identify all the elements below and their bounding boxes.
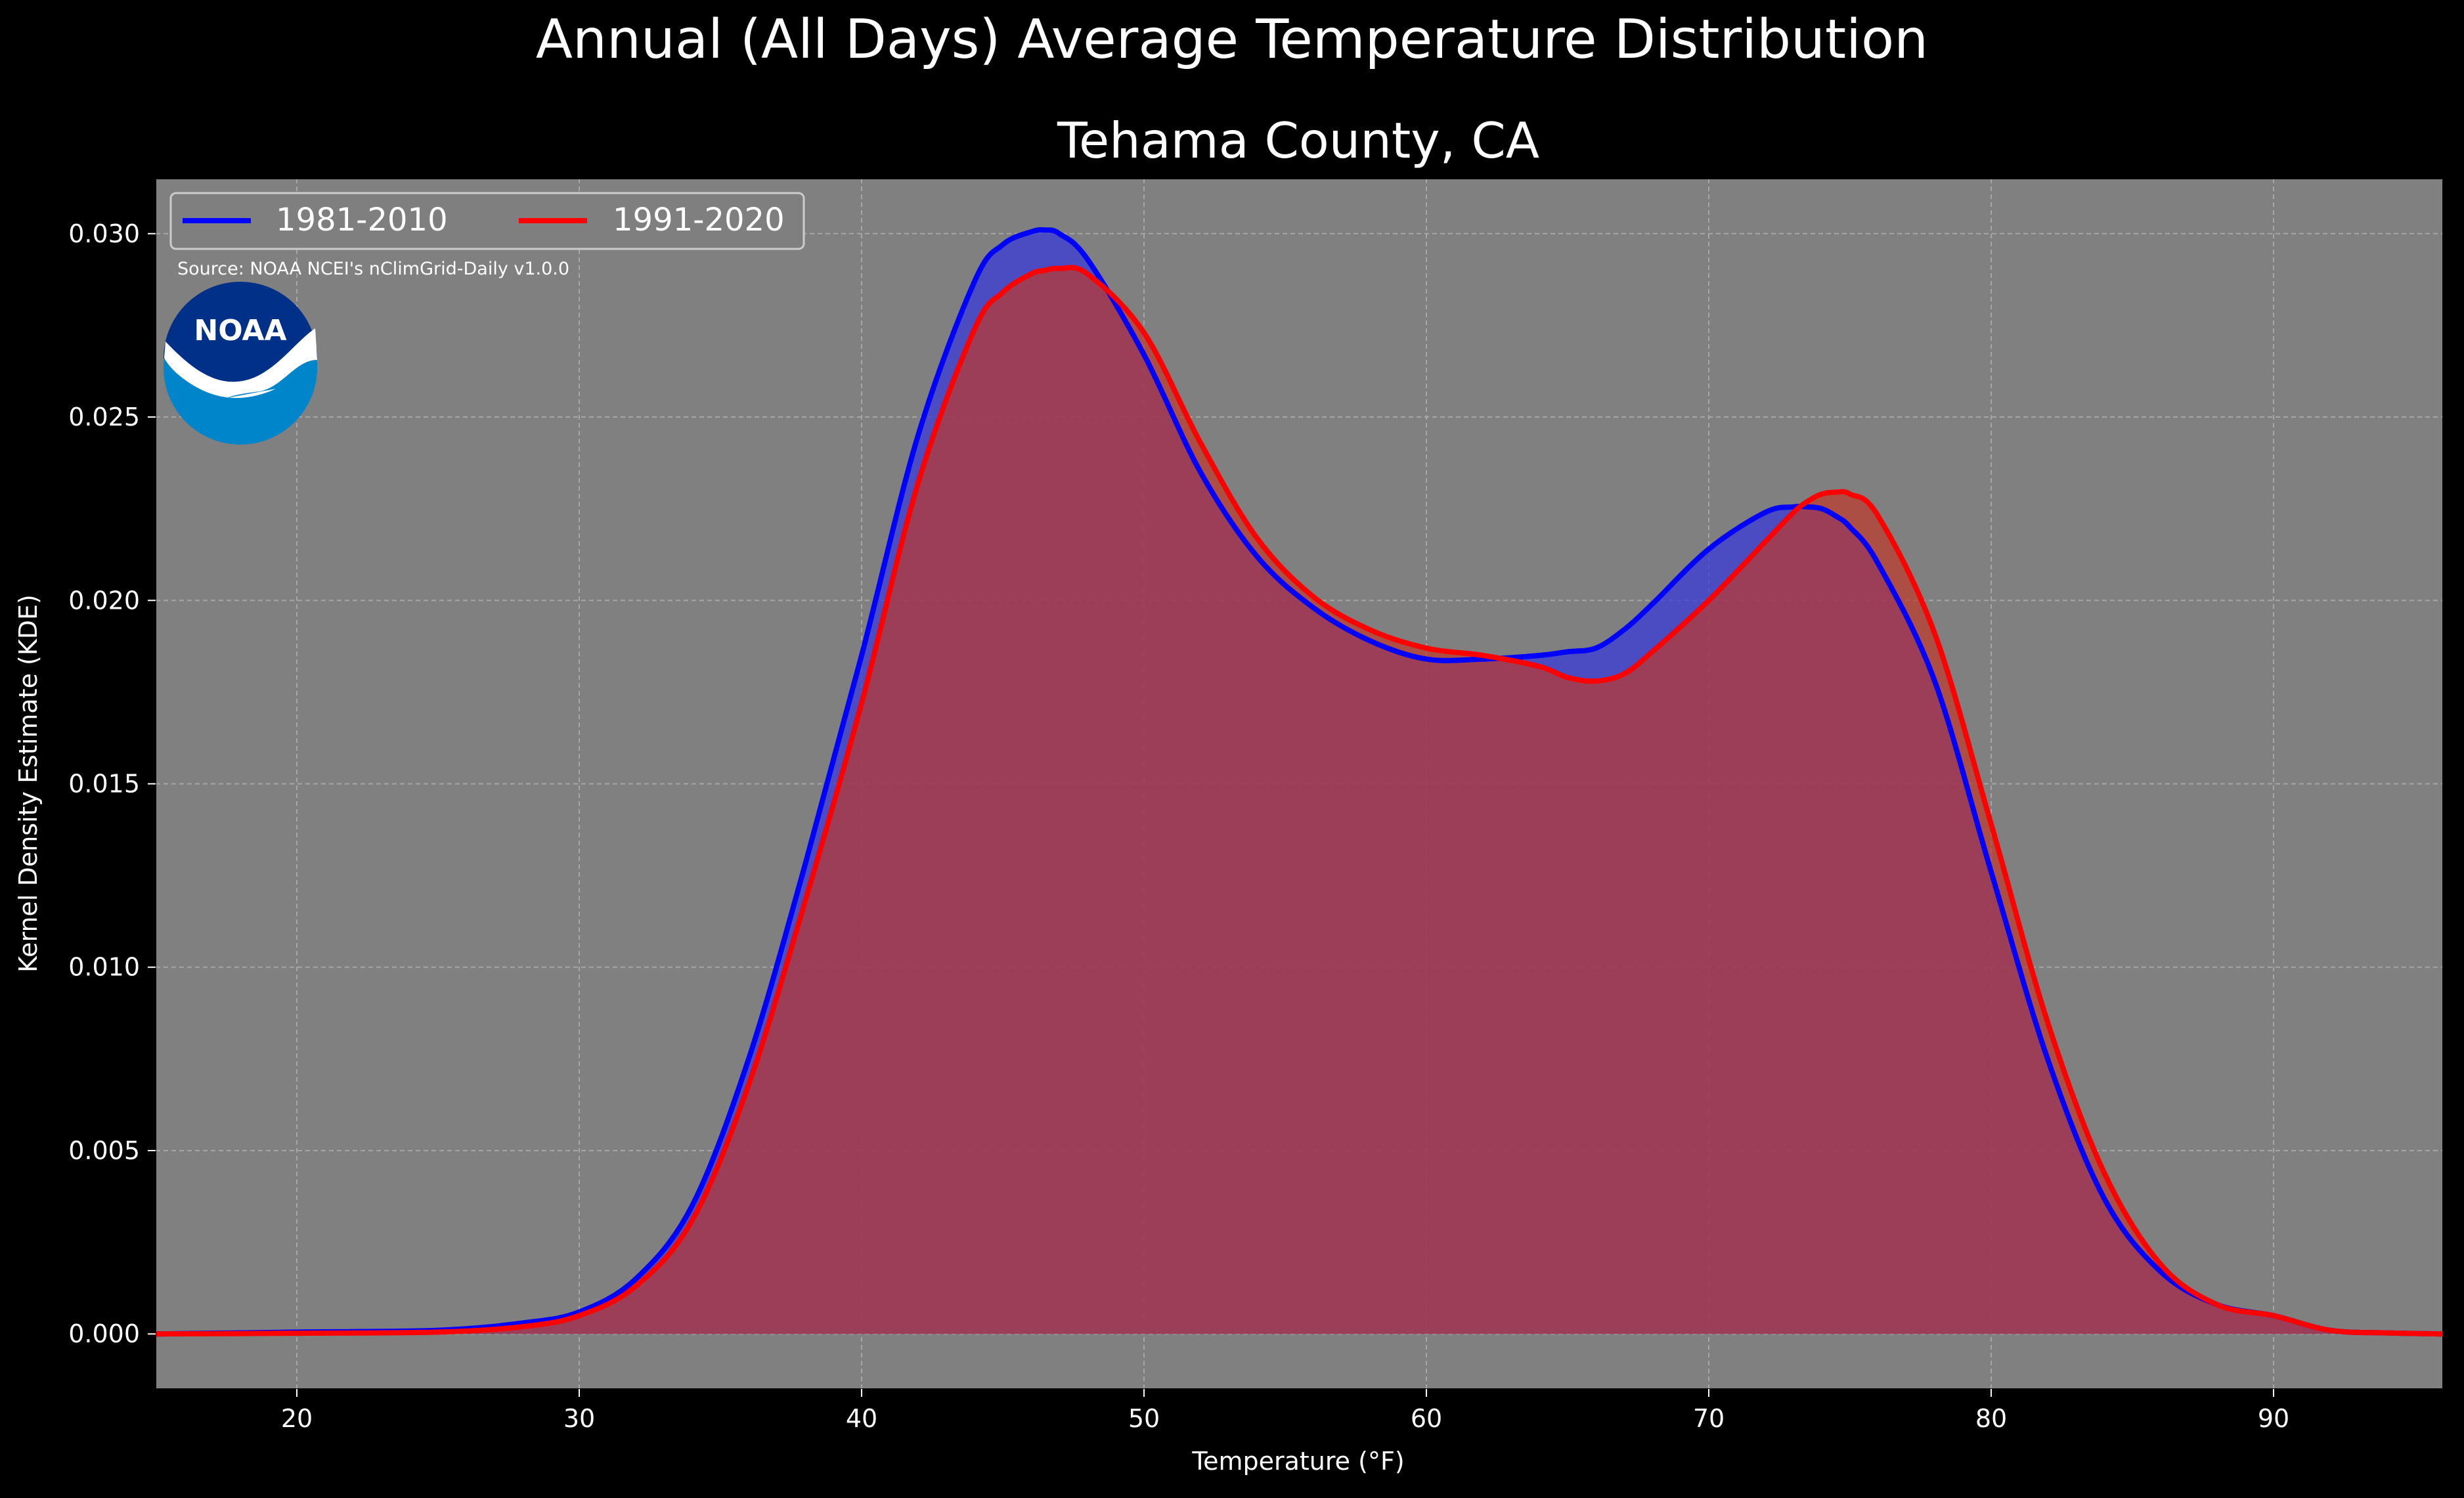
y-axis-label: Kernel Density Estimate (KDE) <box>14 594 43 973</box>
series-line-1991-2020 <box>155 265 2444 1337</box>
y-tick-label: 0.030 <box>68 219 140 248</box>
legend-label-1981-2010: 1981-2010 <box>276 202 448 238</box>
x-tick-label: 20 <box>281 1404 313 1433</box>
area-fill-1991-2020 <box>156 267 2443 1334</box>
legend-label-1991-2020: 1991-2020 <box>613 202 785 238</box>
noaa-logo-text: NOAA <box>194 314 286 347</box>
x-tick-label: 70 <box>1693 1404 1725 1433</box>
y-tick-label: 0.005 <box>68 1136 140 1165</box>
x-tick-label: 90 <box>2258 1404 2289 1433</box>
chart-title: Tehama County, CA <box>1057 112 1539 169</box>
y-tick-label: 0.010 <box>68 953 140 982</box>
legend-box <box>169 192 805 250</box>
y-axis-ticks: 0.000 0.005 0.010 0.015 0.020 0.025 0.030 <box>68 219 156 1348</box>
y-tick-label: 0.020 <box>68 586 140 615</box>
series-line-1981-2010 <box>155 227 2444 1337</box>
series-fills <box>156 229 2443 1334</box>
x-tick-label: 30 <box>563 1404 595 1433</box>
x-tick-label: 50 <box>1128 1404 1160 1433</box>
legend: 1981-2010 1991-2020 <box>169 192 805 250</box>
source-note: Source: NOAA NCEI's nClimGrid-Daily v1.0… <box>177 259 569 279</box>
noaa-logo: NOAA <box>164 282 317 445</box>
y-tick-label: 0.015 <box>68 770 140 799</box>
x-axis-label: Temperature (°F) <box>1191 1447 1404 1476</box>
x-tick-label: 80 <box>1975 1404 2007 1433</box>
y-tick-label: 0.025 <box>68 403 140 431</box>
x-tick-label: 40 <box>846 1404 877 1433</box>
x-axis-ticks: 20 30 40 50 60 70 80 90 <box>281 1389 2289 1433</box>
y-tick-label: 0.000 <box>68 1319 140 1348</box>
series-lines <box>155 227 2444 1337</box>
figure-suptitle: Annual (All Days) Average Temperature Di… <box>536 9 1928 71</box>
x-tick-label: 60 <box>1411 1404 1442 1433</box>
